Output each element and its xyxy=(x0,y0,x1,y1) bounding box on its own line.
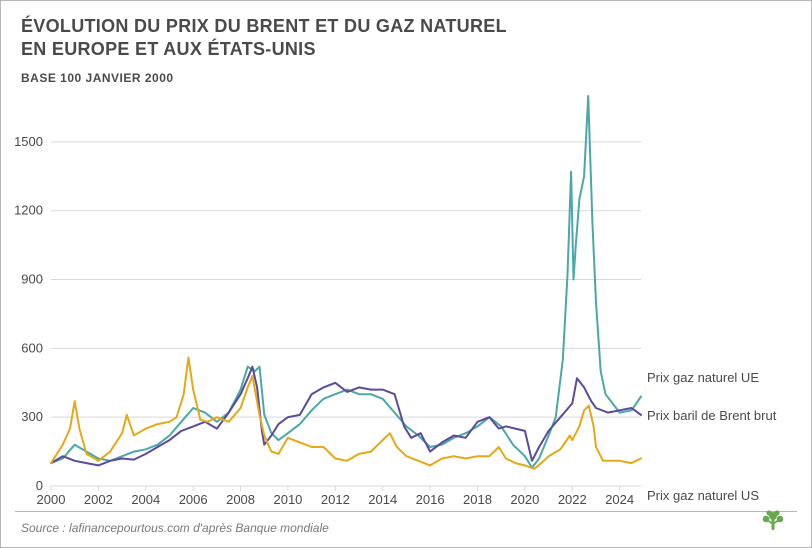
svg-text:2010: 2010 xyxy=(273,492,302,507)
svg-text:2024: 2024 xyxy=(605,492,634,507)
svg-text:300: 300 xyxy=(21,409,43,424)
svg-text:1200: 1200 xyxy=(14,203,43,218)
chart-subtitle: BASE 100 JANVIER 2000 xyxy=(21,71,174,85)
svg-text:2020: 2020 xyxy=(510,492,539,507)
title-line-2: EN EUROPE ET AUX ÉTATS-UNIS xyxy=(21,39,316,59)
title-line-1: ÉVOLUTION DU PRIX DU BRENT ET DU GAZ NAT… xyxy=(21,16,507,36)
svg-text:2012: 2012 xyxy=(321,492,350,507)
series-label: Prix gaz naturel US xyxy=(647,488,759,503)
svg-text:1500: 1500 xyxy=(14,134,43,149)
footer-divider xyxy=(15,511,797,512)
svg-text:2022: 2022 xyxy=(558,492,587,507)
svg-text:900: 900 xyxy=(21,272,43,287)
svg-text:2004: 2004 xyxy=(131,492,160,507)
source-text: Source : lafinancepourtous.com d'après B… xyxy=(21,521,329,535)
svg-text:2018: 2018 xyxy=(463,492,492,507)
series-label: Prix gaz naturel UE xyxy=(647,370,759,385)
svg-text:2000: 2000 xyxy=(37,492,66,507)
svg-text:0: 0 xyxy=(36,478,43,493)
svg-text:2008: 2008 xyxy=(226,492,255,507)
series-label: Prix baril de Brent brut xyxy=(647,408,776,423)
svg-text:2016: 2016 xyxy=(416,492,445,507)
tree-logo-icon xyxy=(759,507,787,533)
chart-title: ÉVOLUTION DU PRIX DU BRENT ET DU GAZ NAT… xyxy=(21,15,507,60)
figure-container: ÉVOLUTION DU PRIX DU BRENT ET DU GAZ NAT… xyxy=(0,0,812,548)
svg-text:2002: 2002 xyxy=(84,492,113,507)
svg-text:600: 600 xyxy=(21,340,43,355)
svg-text:2006: 2006 xyxy=(179,492,208,507)
line-chart: 0300600900120015002000200220042006200820… xyxy=(51,96,643,516)
svg-text:2014: 2014 xyxy=(368,492,397,507)
